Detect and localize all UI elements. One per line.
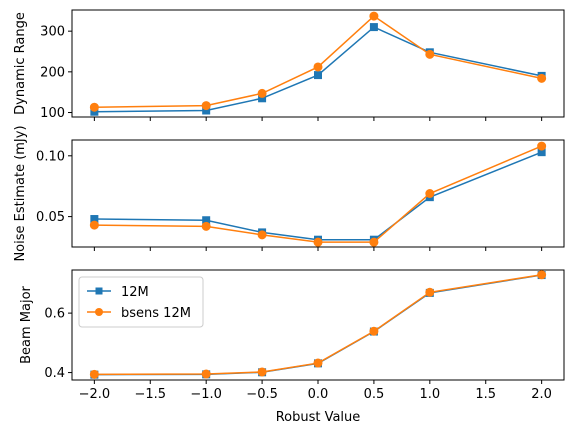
x-tick-label: 2.0 bbox=[531, 387, 552, 402]
data-point-12m bbox=[202, 216, 211, 225]
x-tick-label: −1.5 bbox=[134, 387, 166, 402]
legend-circle-marker bbox=[95, 308, 103, 316]
data-point-bsens-12m bbox=[537, 270, 547, 280]
y-tick-label: 0.05 bbox=[36, 210, 65, 225]
data-point-bsens-12m bbox=[369, 237, 379, 247]
x-tick-label: −1.0 bbox=[190, 387, 222, 402]
legend: 12M bsens 12M bbox=[78, 276, 204, 328]
data-point-bsens-12m bbox=[89, 102, 99, 112]
data-point-bsens-12m bbox=[425, 49, 435, 59]
legend-label-bsens-12m: bsens 12M bbox=[121, 306, 191, 321]
data-point-bsens-12m bbox=[257, 367, 267, 377]
x-tick-label: 0.5 bbox=[364, 387, 385, 402]
y-axis-label: Dynamic Range bbox=[13, 12, 28, 115]
data-point-bsens-12m bbox=[89, 369, 99, 379]
data-point-12m bbox=[202, 106, 211, 115]
data-point-bsens-12m bbox=[537, 141, 547, 151]
data-point-bsens-12m bbox=[257, 230, 267, 240]
panel-beam-major: Beam Major 0.4 0.6 −2.0 −1.5 −1.0 −0.5 0.0 0.5 1… bbox=[19, 269, 565, 402]
x-tick-label: −0.5 bbox=[246, 387, 278, 402]
data-point-12m bbox=[369, 23, 378, 32]
y-tick-label: 0.4 bbox=[44, 366, 65, 381]
y-tick-label: 200 bbox=[40, 65, 65, 80]
data-point-bsens-12m bbox=[201, 101, 211, 111]
data-point-bsens-12m bbox=[537, 73, 547, 83]
panel-noise-estimate: Noise Estimate (mJy) 0.05 0.10 bbox=[13, 125, 565, 262]
data-point-bsens-12m bbox=[201, 369, 211, 379]
legend-square-marker bbox=[95, 287, 103, 295]
data-point-12m bbox=[314, 71, 322, 80]
data-point-12m bbox=[537, 148, 546, 157]
x-tick-label: 1.5 bbox=[475, 387, 496, 402]
legend-label-12m: 12M bbox=[121, 285, 149, 300]
y-tick-label: 300 bbox=[40, 25, 65, 40]
data-point-bsens-12m bbox=[425, 287, 435, 297]
x-tick-label: 1.0 bbox=[419, 387, 440, 402]
plot-area bbox=[89, 11, 547, 116]
data-point-bsens-12m bbox=[369, 326, 379, 336]
y-tick-label: 100 bbox=[40, 106, 65, 121]
data-point-bsens-12m bbox=[89, 220, 99, 230]
data-point-bsens-12m bbox=[313, 358, 323, 368]
data-point-12m bbox=[90, 215, 99, 224]
data-point-12m bbox=[258, 94, 267, 103]
data-point-bsens-12m bbox=[201, 221, 211, 231]
plot-area bbox=[89, 141, 547, 247]
data-point-bsens-12m bbox=[369, 11, 379, 21]
y-tick-label: 0.6 bbox=[44, 307, 65, 322]
y-axis-label: Noise Estimate (mJy) bbox=[13, 125, 28, 261]
legend-box bbox=[78, 276, 204, 328]
x-tick-label: 0.0 bbox=[308, 387, 329, 402]
y-tick-label: 0.10 bbox=[36, 149, 65, 164]
data-point-bsens-12m bbox=[425, 189, 435, 198]
data-point-bsens-12m bbox=[257, 88, 267, 98]
panel-dynamic-range: Dynamic Range 100 200 300 bbox=[13, 9, 565, 121]
y-axis-label: Beam Major bbox=[19, 285, 34, 363]
plot-area bbox=[89, 270, 547, 379]
x-tick-label: −2.0 bbox=[79, 387, 111, 402]
x-axis-label: Robust Value bbox=[276, 410, 361, 425]
data-point-bsens-12m bbox=[313, 237, 323, 247]
data-point-bsens-12m bbox=[313, 62, 323, 72]
